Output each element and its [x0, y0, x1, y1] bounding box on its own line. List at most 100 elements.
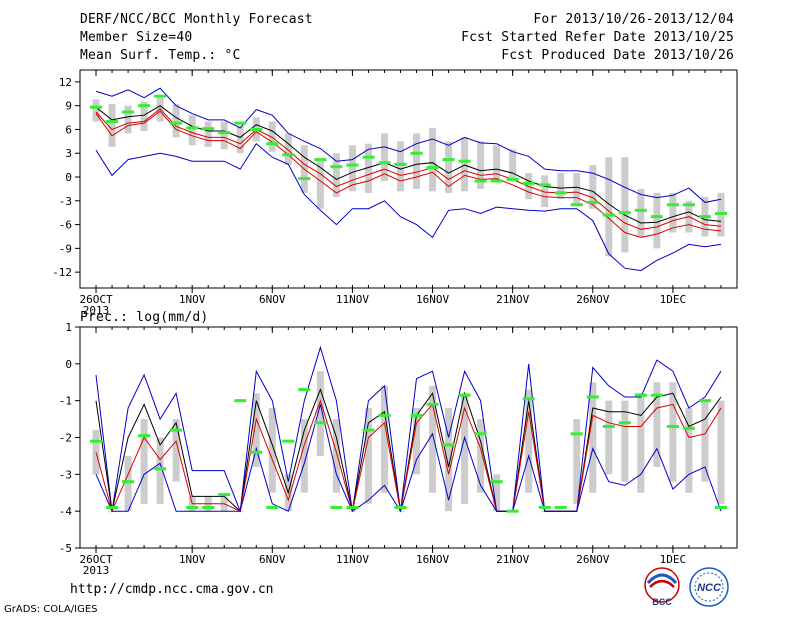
y-tick-label: 0 [65, 358, 72, 371]
header-produced-date: Fcst Produced Date 2013/10/26 [501, 48, 734, 63]
ensemble-box [380, 133, 388, 181]
ensemble-box [589, 382, 597, 493]
obs-marker [202, 505, 215, 509]
ensemble-box [364, 143, 372, 193]
y-tick-label: 9 [65, 100, 72, 113]
obs-marker [698, 399, 711, 403]
obs-marker [634, 208, 647, 212]
ensemble-box [396, 141, 404, 192]
x-tick-label: 26OCT [79, 553, 112, 566]
series-lower-line [95, 399, 722, 513]
footer-url[interactable]: http://cmdp.ncc.cma.gov.cn [70, 582, 274, 597]
ensemble-box [557, 173, 565, 200]
obs-marker [474, 432, 487, 436]
bcc-logo: BCC [644, 567, 680, 607]
ensemble-box [108, 104, 116, 147]
x-tick-label: 26NOV [576, 293, 609, 306]
obs-marker [378, 413, 391, 417]
obs-marker [650, 393, 663, 397]
obs-marker [570, 432, 583, 436]
bcc-logo-text: BCC [652, 597, 672, 607]
obs-marker [138, 104, 151, 108]
x-tick-label: 1NOV [179, 553, 206, 566]
obs-marker [522, 397, 535, 401]
obs-marker [714, 211, 727, 215]
ensemble-box [204, 121, 212, 147]
x-tick-year-label: 2013 [83, 304, 110, 317]
ensemble-box [701, 400, 709, 482]
ensemble-box [332, 153, 340, 197]
y-tick-label: 1 [65, 321, 72, 334]
ensemble-box [445, 141, 453, 193]
obs-marker [506, 177, 519, 181]
obs-marker [442, 443, 455, 447]
obs-marker [538, 505, 551, 509]
x-tick-label: 11NOV [336, 553, 369, 566]
obs-marker [250, 127, 263, 131]
obs-marker [650, 215, 663, 219]
obs-marker [618, 421, 631, 425]
obs-marker [522, 181, 535, 185]
x-tick-label: 1DEC [660, 293, 687, 306]
series-max-line [95, 345, 722, 512]
obs-marker [314, 158, 327, 162]
y-tick-label: -2 [59, 432, 72, 445]
obs-marker [538, 183, 551, 187]
plot-frame [79, 69, 738, 289]
ensemble-box [493, 145, 501, 181]
ensemble-box [124, 455, 132, 512]
obs-marker [90, 439, 103, 443]
x-tick-label: 11NOV [336, 293, 369, 306]
series-min-line [95, 142, 722, 272]
obs-marker [234, 399, 247, 403]
obs-marker [410, 151, 423, 155]
obs-marker [154, 94, 167, 98]
ensemble-box [236, 125, 244, 154]
ensemble-box [589, 165, 597, 209]
obs-marker [234, 121, 247, 125]
obs-marker [554, 505, 567, 509]
ensemble-box [525, 389, 533, 493]
ensemble-box [477, 419, 485, 493]
obs-marker [666, 424, 679, 428]
ensemble-box [573, 419, 581, 504]
ensemble-box [669, 382, 677, 482]
obs-marker [330, 505, 343, 509]
y-tick-label: -4 [59, 505, 73, 518]
y-tick-label: -1 [59, 395, 72, 408]
obs-marker [426, 402, 439, 406]
header-title: DERF/NCC/BCC Monthly Forecast [80, 12, 313, 27]
ensemble-box [685, 408, 693, 493]
obs-marker [490, 480, 503, 484]
x-tick-label: 6NOV [259, 553, 286, 566]
obs-marker [250, 450, 263, 454]
y-tick-label: -3 [59, 195, 72, 208]
ensemble-box [332, 419, 340, 493]
obs-marker [138, 434, 151, 438]
obs-marker [474, 179, 487, 183]
footer-credit: GrADS: COLA/IGES [4, 604, 98, 615]
obs-marker [154, 467, 167, 471]
panel2-title: Prec.: log(mm/d) [80, 310, 209, 325]
obs-marker [266, 142, 279, 146]
obs-marker [442, 158, 455, 162]
obs-marker [570, 203, 583, 207]
y-tick-label: -9 [59, 242, 72, 255]
obs-marker [586, 395, 599, 399]
ensemble-box [477, 141, 485, 189]
obs-marker [202, 127, 215, 131]
ensemble-box [316, 159, 324, 209]
obs-marker [266, 505, 279, 509]
obs-marker [282, 153, 295, 157]
ensemble-box [364, 408, 372, 504]
obs-marker [362, 428, 375, 432]
obs-marker [682, 426, 695, 430]
series-max-line [95, 87, 722, 203]
ensemble-box [605, 400, 613, 475]
obs-marker [362, 155, 375, 159]
x-tick-label: 21NOV [496, 293, 529, 306]
obs-marker [186, 505, 199, 509]
obs-marker [602, 213, 615, 217]
ensemble-box [461, 137, 469, 192]
